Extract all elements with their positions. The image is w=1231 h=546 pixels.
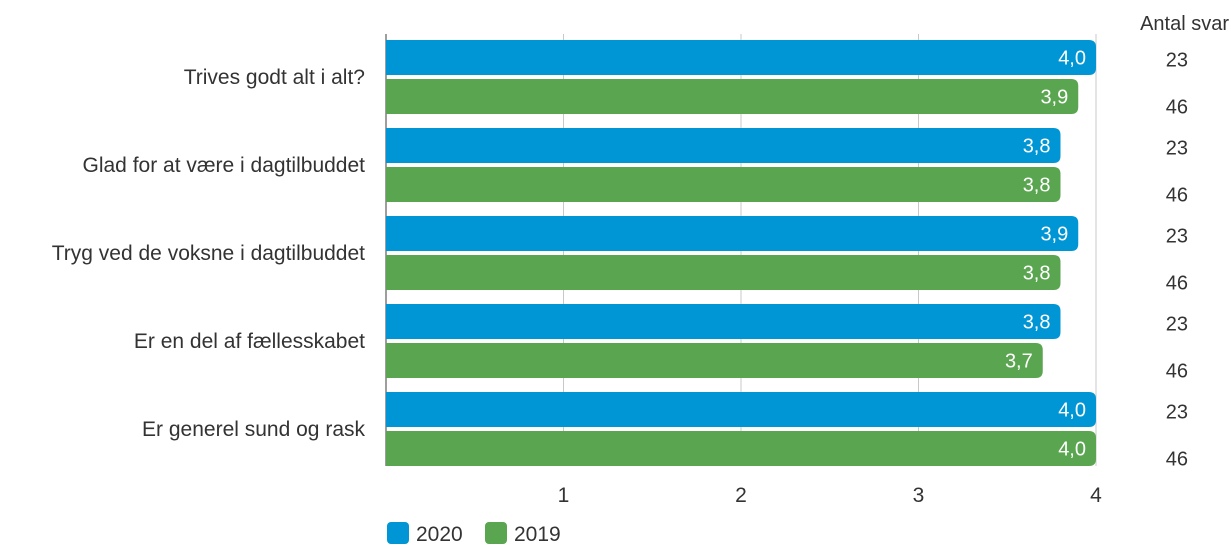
response-count: 46: [1166, 361, 1188, 383]
bar-2019: [386, 343, 1043, 378]
bar-2019: [386, 255, 1061, 290]
bar-2020: [386, 40, 1096, 75]
count-column-header: Antal svar: [1140, 13, 1229, 35]
legend-label: 2020: [416, 523, 463, 546]
bar-value-label: 3,8: [1023, 136, 1051, 158]
response-count: 23: [1166, 314, 1188, 336]
category-label: Glad for at være i dagtilbuddet: [83, 154, 366, 177]
bar-2020: [386, 216, 1079, 251]
bar-value-label: 3,9: [1040, 224, 1068, 246]
legend-label: 2019: [514, 523, 561, 546]
bar-value-label: 4,0: [1058, 400, 1086, 422]
response-count: 46: [1166, 449, 1188, 471]
response-count: 23: [1166, 402, 1188, 424]
response-count: 46: [1166, 185, 1188, 207]
bar-2020: [386, 128, 1061, 163]
bar-value-label: 3,7: [1005, 351, 1033, 373]
bar-value-label: 3,9: [1040, 87, 1068, 109]
response-count: 23: [1166, 226, 1188, 248]
x-tick-label: 3: [913, 484, 925, 507]
legend-swatch-2019: [485, 522, 507, 544]
bar-value-label: 3,8: [1023, 263, 1051, 285]
bars: [386, 40, 1096, 466]
bar-value-label: 3,8: [1023, 175, 1051, 197]
bar-2019: [386, 431, 1096, 466]
response-count: 46: [1166, 97, 1188, 119]
bar-2020: [386, 304, 1061, 339]
category-label: Er generel sund og rask: [142, 418, 365, 441]
response-count: 23: [1166, 138, 1188, 160]
legend: 2020 2019: [387, 522, 561, 546]
category-label: Trives godt alt i alt?: [184, 66, 365, 89]
bar-2019: [386, 79, 1079, 114]
response-count: 23: [1166, 50, 1188, 72]
category-label: Er en del af fællesskabet: [134, 330, 365, 353]
response-count: 46: [1166, 273, 1188, 295]
x-tick-label: 2: [735, 484, 747, 507]
bar-value-label: 4,0: [1058, 439, 1086, 461]
bar-value-label: 4,0: [1058, 48, 1086, 70]
legend-swatch-2020: [387, 522, 409, 544]
bar-2020: [386, 392, 1096, 427]
category-label: Tryg ved de voksne i dagtilbuddet: [52, 242, 365, 265]
bar-2019: [386, 167, 1061, 202]
x-tick-label: 4: [1090, 484, 1102, 507]
x-tick-label: 1: [558, 484, 570, 507]
bar-value-label: 3,8: [1023, 312, 1051, 334]
